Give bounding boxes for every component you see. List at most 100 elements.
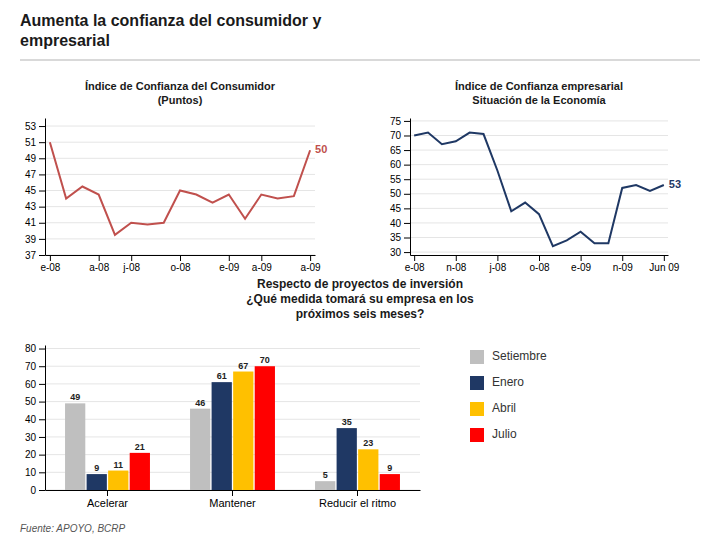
tick: 20 (25, 449, 45, 460)
data-label: 70 (260, 355, 270, 365)
y-axis: 01020304050607080 (25, 343, 46, 495)
bar (190, 409, 210, 490)
grid-line (410, 135, 668, 136)
tick: 60 (390, 159, 410, 170)
tick-label: j-08 (489, 262, 507, 273)
tick: e-09 (219, 255, 239, 273)
line (50, 142, 310, 235)
chart-title: Índice de Confianza del Consumidor(Punto… (85, 80, 276, 106)
tick-mark (99, 255, 100, 261)
grid-line (45, 158, 315, 159)
tick-mark (39, 174, 45, 175)
tick: e-09 (571, 255, 591, 273)
tick-label: a-09 (301, 262, 321, 273)
tick-label: n-09 (613, 262, 633, 273)
tick-mark (39, 419, 45, 420)
tick-label: o-08 (170, 262, 190, 273)
tick: 50 (390, 188, 410, 199)
chart-title: Respecto de proyectos de inversión¿Qué m… (246, 277, 474, 321)
tick-mark (39, 472, 45, 473)
tick-label: 43 (25, 201, 37, 212)
tick: 70 (25, 361, 45, 372)
tick-mark (39, 402, 45, 403)
tick: 53 (25, 121, 45, 132)
grid-line (45, 419, 420, 420)
bar (255, 366, 275, 490)
y-axis: 30354045505560657075 (390, 116, 411, 258)
legend-label: Enero (492, 375, 524, 389)
legend-swatch (470, 402, 484, 416)
tick-mark (622, 255, 623, 261)
annotation: 53 (669, 178, 681, 190)
tick-label: 20 (25, 449, 37, 460)
legend-swatch (470, 376, 484, 390)
tick-label: 60 (25, 379, 37, 390)
tick: 0 (30, 485, 45, 496)
tick-mark (107, 490, 108, 496)
tick: 39 (25, 234, 45, 245)
tick: 49 (25, 153, 45, 164)
tick: a-09 (252, 255, 272, 273)
tick-mark (404, 165, 410, 166)
tick-mark (39, 490, 45, 491)
tick-label: j-08 (122, 262, 140, 273)
tick-label: 37 (25, 250, 37, 261)
chart-title: Índice de Confianza empresarialSituación… (455, 80, 623, 106)
data-label: 46 (195, 398, 205, 408)
tick-mark (39, 255, 45, 256)
legend-swatch (470, 428, 484, 442)
tick-label: Acelerar (87, 497, 128, 509)
tick: 75 (390, 116, 410, 127)
tick: Reducir el ritmo (319, 490, 396, 509)
tick-label: e-08 (405, 262, 425, 273)
tick-label: 51 (25, 137, 37, 148)
annotation: 50 (315, 143, 327, 155)
tick-label: 50 (390, 188, 402, 199)
tick: n-08 (446, 255, 466, 273)
tick-label: 40 (390, 218, 402, 229)
grid-line (45, 436, 420, 437)
bar (212, 382, 232, 490)
tick-mark (39, 142, 45, 143)
bar (315, 481, 335, 490)
tick: 30 (25, 432, 45, 443)
divider (20, 59, 700, 61)
tick: 65 (390, 145, 410, 156)
tick-mark (131, 255, 132, 261)
data-label: 21 (135, 442, 145, 452)
grid-line (45, 222, 315, 223)
tick-mark (39, 366, 45, 367)
tick-mark (39, 437, 45, 438)
bar (380, 474, 400, 490)
tick: 50 (25, 396, 45, 407)
data-label: 35 (342, 417, 352, 427)
plot-area (50, 142, 310, 235)
legend-swatch (470, 350, 484, 364)
tick-label: 30 (25, 432, 37, 443)
grid-line (45, 206, 315, 207)
tick-label: 49 (25, 153, 37, 164)
plot-area (65, 366, 400, 490)
legend-label: Julio (492, 427, 517, 441)
tick: a-09 (301, 255, 321, 273)
grid-line (45, 348, 420, 349)
tick: 40 (390, 218, 410, 229)
grid-line (45, 366, 420, 367)
grid-line (45, 126, 315, 127)
tick: 30 (390, 247, 410, 258)
bar (87, 474, 107, 490)
bar (337, 428, 357, 490)
grid-line (45, 142, 315, 143)
tick-mark (39, 191, 45, 192)
grid-line (410, 179, 668, 180)
tick-label: 0 (30, 485, 36, 496)
data-label: 67 (238, 361, 248, 371)
legend-label: Setiembre (492, 349, 547, 363)
tick-label: 39 (25, 234, 37, 245)
grid (410, 121, 668, 252)
tick-mark (261, 255, 262, 261)
tick: 45 (25, 185, 45, 196)
data-label: 5 (323, 470, 328, 480)
figure: Aumenta la confianza del consumidor yemp… (0, 0, 720, 540)
tick-mark (497, 255, 498, 261)
